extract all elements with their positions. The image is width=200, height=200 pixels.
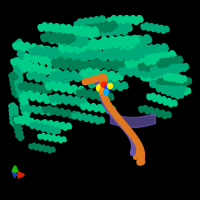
Circle shape bbox=[105, 85, 111, 91]
Circle shape bbox=[108, 84, 112, 88]
Circle shape bbox=[96, 84, 104, 92]
Circle shape bbox=[100, 88, 104, 94]
Circle shape bbox=[101, 82, 107, 88]
Circle shape bbox=[104, 90, 108, 95]
